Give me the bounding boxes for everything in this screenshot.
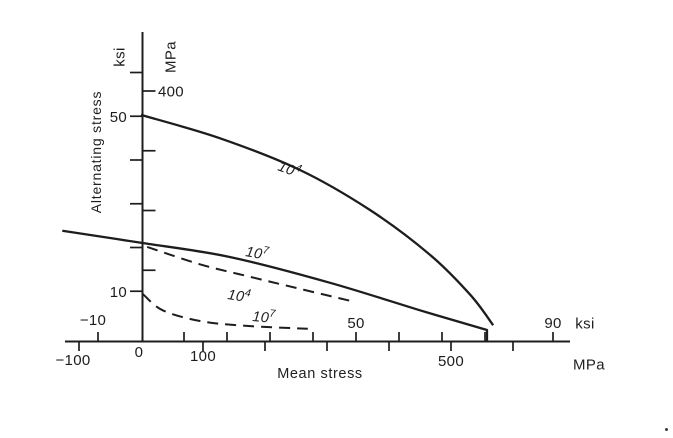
x-tick-label-ksi--10: −10 [80, 312, 106, 329]
y-axis-title: Alternating stress [88, 90, 104, 214]
y-tick-label-ksi-50: 50 [110, 109, 127, 126]
y-tick-label-mpa-400: 400 [158, 84, 184, 101]
x-axis-title: Mean stress [277, 366, 363, 382]
curve-label-solid-1e7: 107 [244, 241, 271, 264]
x-tick-label-mpa--100: −100 [56, 352, 91, 369]
curve-dashed-1e4 [146, 245, 356, 303]
curve-label-solid-1e4: 104 [276, 156, 304, 182]
curve-label-dashed-1e7: 107 [252, 306, 277, 327]
y-axis-unit-ksi: ksi [111, 47, 129, 67]
y-tick-label-ksi-10: 10 [110, 284, 127, 301]
curve-solid-1e4 [140, 113, 495, 326]
x-tick-label-ksi-50: 50 [347, 315, 364, 332]
curve-dashed-1e7 [142, 293, 308, 330]
y-axis-unit-mpa: MPa [162, 40, 180, 74]
x-axis-unit-ksi: ksi [575, 315, 595, 333]
scan-speck [665, 428, 668, 431]
x-tick-label-mpa-0: 0 [135, 344, 144, 361]
x-tick-label-mpa-500: 500 [438, 353, 464, 370]
curve-solid-1e7 [62, 229, 489, 342]
x-tick-label-mpa-100: 100 [190, 348, 216, 365]
curve-label-dashed-1e4: 104 [226, 284, 252, 306]
x-axis-unit-mpa: MPa [572, 356, 606, 374]
x-tick-label-ksi-90: 90 [544, 315, 561, 332]
